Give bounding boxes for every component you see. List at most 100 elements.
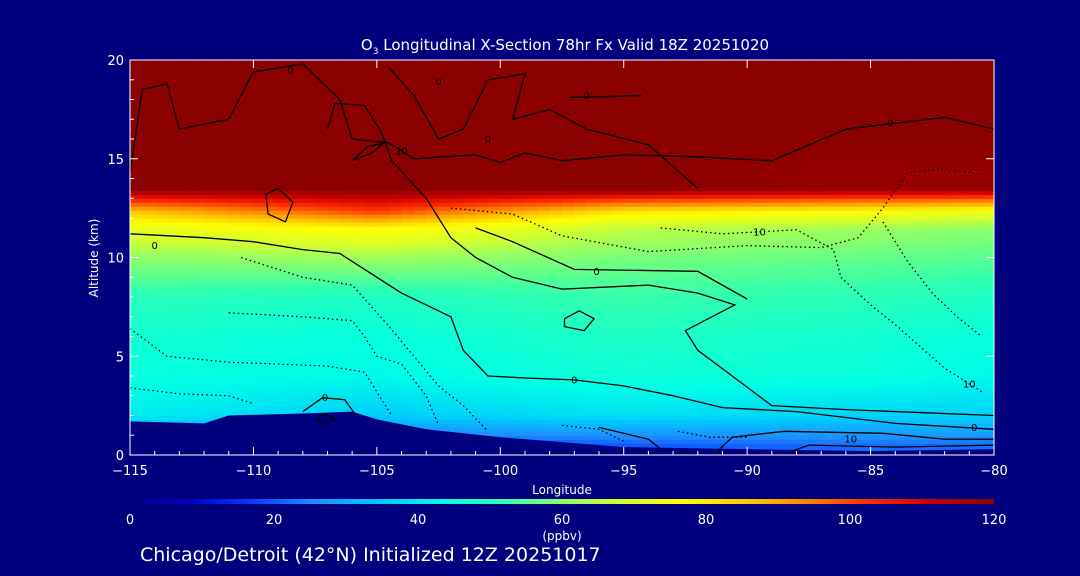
heatmap-cell: [216, 91, 230, 97]
heatmap-cell: [278, 328, 292, 334]
heatmap-cell: [487, 293, 501, 298]
heatmap-cell: [191, 372, 205, 377]
heatmap-cell: [315, 210, 329, 215]
heatmap-cell: [265, 336, 279, 342]
heatmap-cell: [623, 237, 637, 243]
heatmap-cell: [327, 206, 341, 211]
heatmap-cell: [487, 60, 501, 65]
heatmap-cell: [401, 336, 415, 342]
heatmap-cell: [179, 111, 193, 116]
heatmap-cell: [475, 399, 489, 405]
heatmap-cell: [673, 427, 687, 432]
heatmap-cell: [327, 75, 341, 81]
heatmap-cell: [660, 146, 674, 152]
heatmap-cell: [228, 115, 242, 120]
heatmap-cell: [216, 383, 230, 389]
heatmap-cell: [734, 419, 748, 424]
heatmap-cell: [327, 186, 341, 191]
heatmap-cell: [191, 190, 205, 195]
heatmap-cell: [450, 150, 464, 156]
heatmap-cell: [537, 63, 551, 69]
heatmap-cell: [524, 415, 538, 421]
heatmap-cell: [130, 162, 143, 168]
heatmap-cell: [389, 285, 403, 290]
heatmap-cell: [389, 218, 403, 223]
heatmap-cell: [130, 146, 143, 152]
heatmap-cell: [475, 131, 489, 136]
heatmap-cell: [376, 372, 390, 377]
heatmap-cell: [142, 214, 156, 219]
heatmap-cell: [290, 360, 304, 365]
heatmap-cell: [315, 352, 329, 357]
heatmap-cell: [352, 253, 366, 259]
heatmap-cell: [685, 253, 699, 259]
heatmap-cell: [475, 407, 489, 413]
heatmap-cell: [475, 198, 489, 203]
heatmap-cell: [734, 415, 748, 421]
heatmap-cell: [660, 285, 674, 290]
heatmap-cell: [574, 241, 588, 247]
heatmap-cell: [537, 285, 551, 290]
heatmap-cell: [660, 316, 674, 322]
heatmap-cell: [586, 127, 600, 132]
heatmap-cell: [636, 83, 649, 89]
heatmap-cell: [376, 154, 390, 160]
heatmap-cell: [228, 154, 242, 160]
heatmap-cell: [315, 67, 329, 73]
heatmap-cell: [401, 348, 415, 353]
heatmap-cell: [562, 415, 575, 421]
heatmap-cell: [450, 328, 464, 334]
heatmap-cell: [130, 372, 143, 377]
heatmap-cell: [278, 182, 292, 187]
heatmap-cell: [142, 285, 156, 290]
heatmap-cell: [599, 383, 612, 389]
heatmap-cell: [265, 115, 279, 120]
heatmap-cell: [142, 391, 156, 397]
heatmap-cell: [549, 340, 563, 345]
heatmap-cell: [364, 233, 378, 239]
heatmap-cell: [475, 67, 489, 73]
heatmap-cell: [475, 340, 489, 345]
heatmap-cell: [611, 111, 625, 116]
heatmap-cell: [426, 170, 440, 176]
heatmap-cell: [216, 170, 230, 176]
heatmap-cell: [537, 103, 551, 108]
heatmap-cell: [327, 194, 341, 199]
heatmap-cell: [500, 289, 514, 294]
heatmap-cell: [697, 308, 711, 314]
heatmap-cell: [130, 257, 143, 263]
heatmap-cell: [549, 360, 563, 365]
heatmap-cell: [623, 71, 637, 77]
heatmap-cell: [327, 111, 341, 116]
heatmap-cell: [130, 249, 143, 255]
heatmap-cell: [315, 206, 329, 211]
heatmap-cell: [278, 87, 292, 93]
heatmap-cell: [512, 60, 526, 65]
heatmap-cell: [512, 332, 526, 338]
heatmap-cell: [710, 91, 724, 97]
heatmap-cell: [290, 111, 304, 116]
heatmap-cell: [685, 427, 699, 432]
heatmap-cell: [204, 119, 217, 124]
heatmap-cell: [426, 372, 440, 377]
heatmap-cell: [253, 95, 267, 101]
heatmap-cell: [167, 300, 180, 306]
heatmap-cell: [389, 395, 403, 401]
heatmap-cell: [450, 427, 464, 432]
heatmap-cell: [142, 403, 156, 409]
heatmap-cell: [401, 293, 415, 298]
heatmap-cell: [697, 391, 711, 397]
heatmap-cell: [599, 387, 612, 393]
heatmap-cell: [253, 297, 267, 302]
heatmap-cell: [302, 91, 316, 97]
heatmap-cell: [352, 269, 366, 274]
heatmap-cell: [339, 233, 353, 239]
heatmap-cell: [401, 75, 415, 81]
heatmap-cell: [327, 328, 341, 334]
heatmap-cell: [327, 127, 341, 132]
heatmap-cell: [228, 241, 242, 247]
heatmap-cell: [648, 229, 662, 235]
heatmap-cell: [426, 316, 440, 322]
heatmap-cell: [537, 257, 551, 263]
heatmap-cell: [216, 198, 230, 203]
